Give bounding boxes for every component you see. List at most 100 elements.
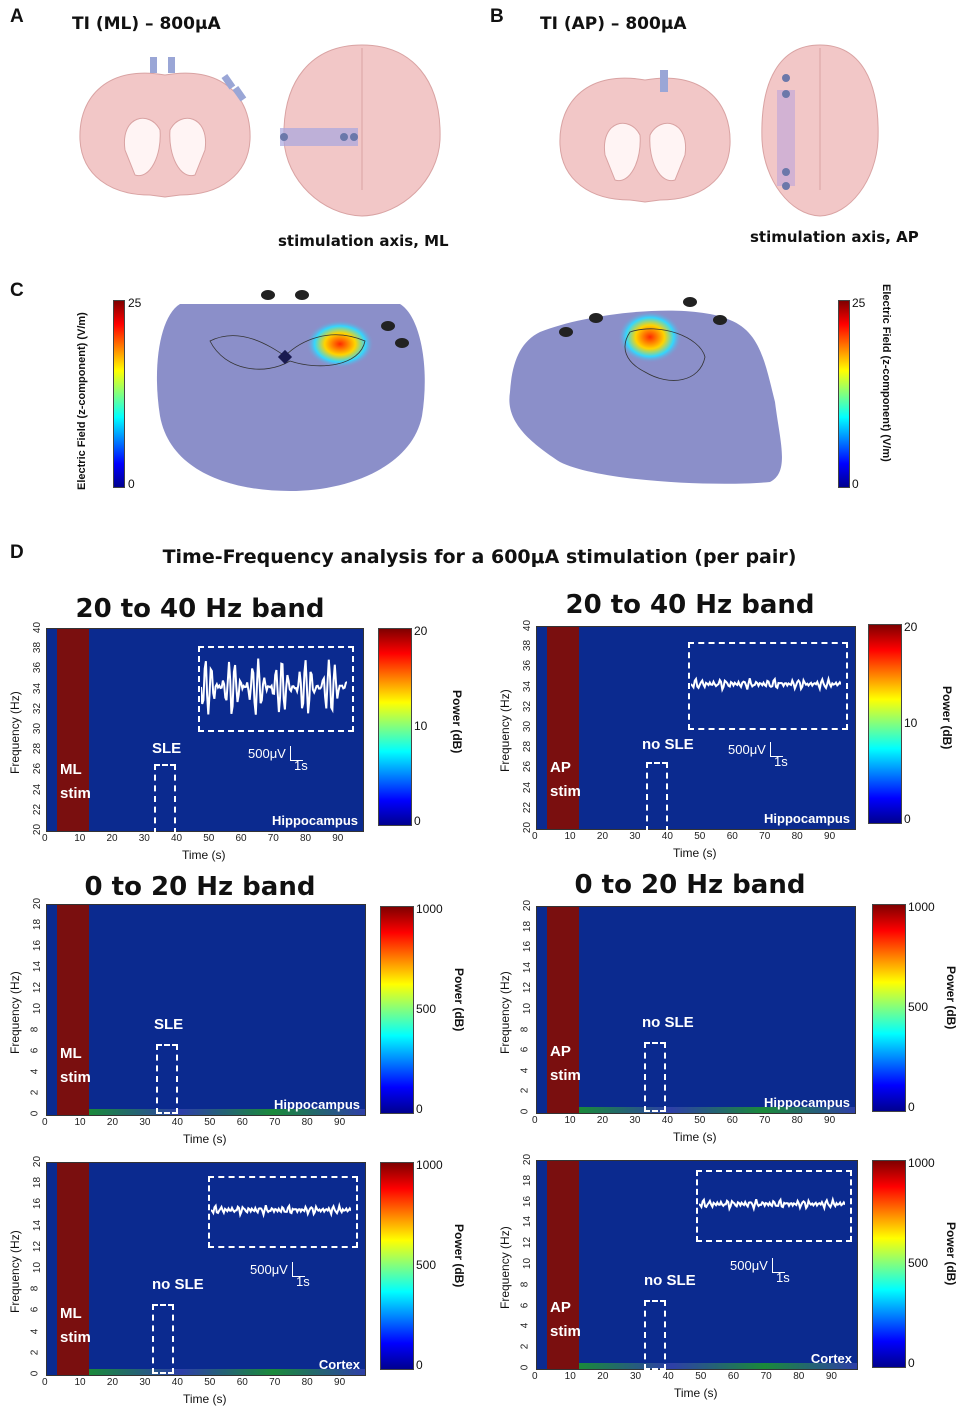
stim-label: ML stim	[60, 758, 91, 806]
y-tick-label: 16	[32, 1198, 44, 1210]
x-axis-label: Time (s)	[674, 1386, 718, 1400]
y-tick-label: 20	[32, 1155, 44, 1168]
x-tick-label: 10	[564, 1371, 576, 1382]
y-tick-label: 12	[32, 1240, 44, 1252]
field-map-sagittal	[509, 297, 782, 484]
region-label: Cortex	[810, 1351, 852, 1366]
y-axis-label: Frequency (Hz)	[8, 971, 22, 1054]
cbar-min-tick: 0	[416, 1358, 423, 1372]
stim-label-line1: ML	[60, 1305, 82, 1322]
y-tick-label: 2	[29, 1089, 41, 1096]
y-tick-label: 0	[519, 1364, 531, 1371]
cbar-label: Power (dB)	[452, 968, 466, 1032]
x-tick-label: 0	[532, 831, 538, 842]
x-tick-label: 90	[334, 1117, 346, 1128]
y-tick-label: 18	[32, 1177, 44, 1189]
x-tick-label: 60	[236, 1377, 248, 1388]
stim-label-line1: AP	[550, 1299, 571, 1316]
stim-label-line2: stim	[550, 1067, 581, 1084]
y-tick-label: 2	[519, 1088, 531, 1094]
x-axis-label: Time (s)	[673, 1130, 717, 1144]
scale-bar	[292, 1262, 305, 1277]
x-tick-label: 20	[106, 1377, 119, 1388]
field-cbar-right-min: 0	[852, 477, 859, 491]
y-tick-label: 10	[522, 1257, 534, 1270]
x-tick-label: 90	[334, 1377, 346, 1388]
y-tick-label: 6	[519, 1302, 531, 1308]
cbar-max-tick: 1000	[416, 902, 443, 916]
y-tick-label: 28	[32, 743, 44, 755]
y-axis-label: Frequency (Hz)	[498, 689, 512, 772]
stim-label-line1: AP	[550, 1043, 571, 1060]
event-window-box	[154, 764, 176, 834]
stim-label-line2: stim	[60, 1329, 91, 1346]
cbar-mid-tick: 500	[908, 1256, 929, 1270]
y-tick-label: 2	[519, 1343, 531, 1350]
y-tick-label: 4	[29, 1068, 41, 1075]
scale-bar	[770, 742, 783, 757]
y-tick-label: 14	[522, 1216, 534, 1228]
panel-label-d: D	[10, 542, 24, 563]
scale-voltage-label: 500μV	[730, 1258, 768, 1273]
event-label: no SLE	[152, 1276, 204, 1293]
x-tick-label: 10	[74, 1117, 86, 1128]
y-tick-label: 0	[29, 1110, 41, 1117]
x-tick-label: 20	[106, 1117, 119, 1128]
x-tick-label: 80	[299, 833, 312, 844]
cbar-label: Power (dB)	[450, 690, 464, 754]
x-tick-label: 30	[629, 1115, 641, 1126]
low-freq-noise-strip	[89, 1109, 365, 1115]
scale-voltage-label: 500μV	[728, 742, 766, 757]
stim-bar	[56, 1163, 90, 1375]
eeg-trace-line	[211, 1201, 351, 1219]
event-label: SLE	[154, 1016, 184, 1033]
stim-label: AP stim	[550, 1040, 581, 1088]
x-tick-label: 50	[204, 1377, 216, 1388]
event-label: no SLE	[642, 736, 694, 753]
x-tick-label: 80	[301, 1377, 313, 1388]
eeg-trace	[691, 675, 841, 693]
stim-label-line2: stim	[550, 1323, 581, 1340]
cbar-mid-tick: 500	[908, 1000, 929, 1014]
x-axis-label: Time (s)	[183, 1392, 227, 1406]
y-tick-label: 12	[32, 981, 44, 994]
x-tick-label: 0	[42, 833, 48, 844]
x-tick-label: 20	[596, 1115, 609, 1126]
x-tick-label: 10	[74, 1377, 86, 1388]
eeg-trace	[211, 1201, 351, 1219]
event-window-box	[644, 1042, 666, 1112]
x-tick-label: 60	[726, 831, 738, 842]
eeg-trace	[201, 658, 347, 715]
scale-bar	[772, 1258, 785, 1273]
eeg-trace-line	[699, 1196, 845, 1213]
y-tick-label: 16	[522, 1195, 534, 1207]
x-tick-label: 40	[661, 1115, 673, 1126]
x-tick-label: 80	[791, 1115, 803, 1126]
x-axis-label: Time (s)	[673, 846, 717, 860]
region-label: Hippocampus	[764, 1095, 850, 1110]
x-tick-label: 50	[694, 831, 706, 842]
field-cbar-left-label: Electric Field (z-component) (V/m)	[76, 312, 88, 490]
power-colorbar	[872, 1160, 906, 1368]
x-tick-label: 60	[235, 833, 247, 844]
power-colorbar	[378, 628, 412, 826]
y-tick-label: 30	[522, 720, 534, 733]
cbar-min-tick: 0	[904, 812, 911, 826]
y-tick-label: 32	[522, 700, 534, 712]
y-tick-label: 8	[519, 1281, 531, 1288]
y-axis-label: Frequency (Hz)	[8, 1230, 22, 1313]
x-tick-label: 0	[42, 1117, 48, 1128]
x-tick-label: 10	[564, 1115, 576, 1126]
y-axis-label: Frequency (Hz)	[498, 971, 512, 1054]
x-tick-label: 70	[759, 831, 771, 842]
scale-voltage-label: 500μV	[250, 1262, 288, 1277]
cbar-min-tick: 0	[416, 1102, 423, 1116]
x-tick-label: 50	[204, 1117, 216, 1128]
cbar-mid-tick: 10	[904, 716, 918, 730]
y-tick-label: 20	[522, 899, 534, 912]
x-tick-label: 40	[170, 833, 183, 844]
y-tick-label: 6	[29, 1047, 41, 1054]
x-tick-label: 0	[532, 1115, 538, 1126]
y-tick-label: 4	[29, 1328, 41, 1334]
stim-label-line2: stim	[60, 785, 91, 802]
